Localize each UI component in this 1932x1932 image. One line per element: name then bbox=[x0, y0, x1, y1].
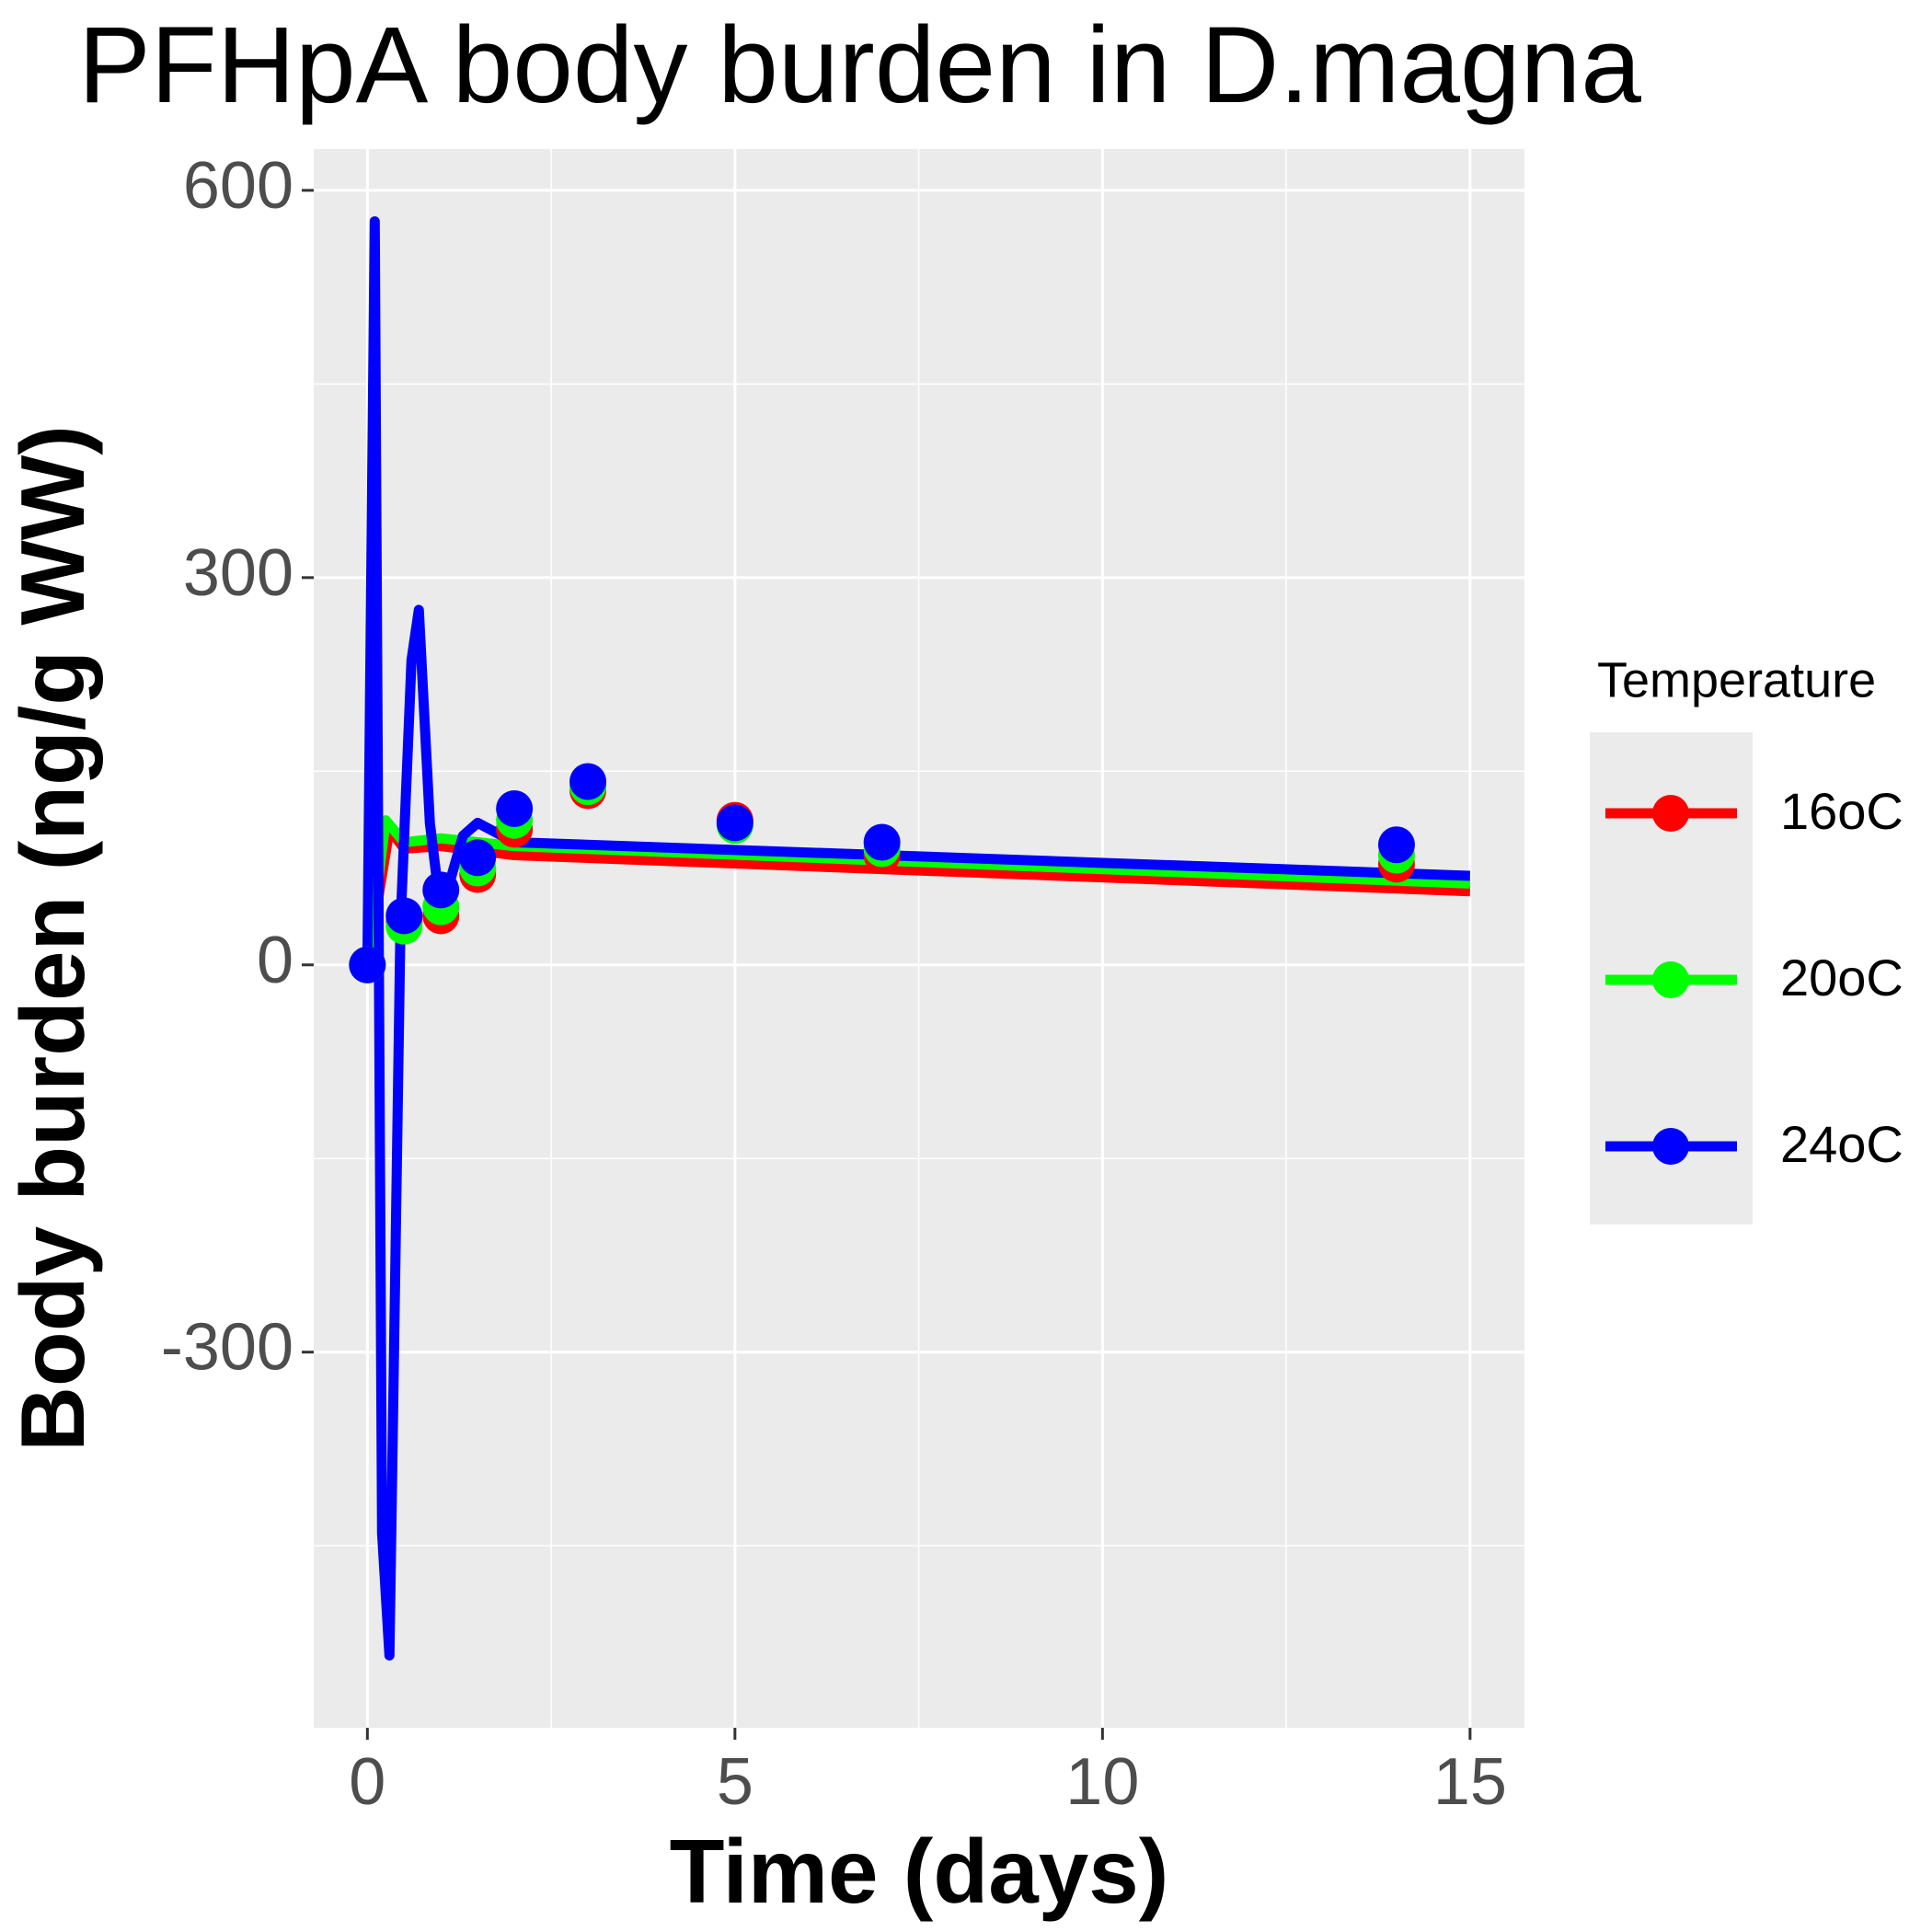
y-axis-title: Body burden (ng/g WW) bbox=[2, 425, 103, 1452]
chart-title: PFHpA body burden in D.magna bbox=[78, 5, 1641, 126]
y-tick-label: 0 bbox=[257, 924, 293, 997]
data-point bbox=[1377, 826, 1415, 864]
legend-point bbox=[1652, 961, 1689, 998]
series-line bbox=[362, 216, 1471, 1661]
legend-title: Temperature bbox=[1597, 652, 1876, 707]
data-point bbox=[716, 804, 753, 842]
x-tick-label: 10 bbox=[1065, 1745, 1139, 1819]
data-point bbox=[863, 823, 901, 861]
data-point bbox=[349, 946, 386, 983]
data-point bbox=[385, 897, 423, 935]
x-tick-label: 5 bbox=[717, 1745, 753, 1819]
legend-point bbox=[1652, 1128, 1689, 1165]
legend-point bbox=[1652, 795, 1689, 832]
legend-label: 16oC bbox=[1780, 782, 1903, 840]
x-tick-label: 0 bbox=[349, 1745, 385, 1819]
x-axis-title: Time (days) bbox=[670, 1821, 1169, 1922]
y-tick-label: 300 bbox=[183, 536, 293, 610]
data-point bbox=[459, 839, 497, 877]
x-tick-label: 15 bbox=[1433, 1745, 1507, 1819]
y-tick-label: 600 bbox=[183, 149, 293, 223]
data-point bbox=[496, 789, 534, 827]
y-tick-label: -300 bbox=[161, 1311, 293, 1385]
legend-label: 24oC bbox=[1780, 1115, 1903, 1173]
legend-label: 20oC bbox=[1780, 949, 1903, 1006]
data-point bbox=[569, 763, 607, 800]
data-point bbox=[422, 871, 460, 909]
